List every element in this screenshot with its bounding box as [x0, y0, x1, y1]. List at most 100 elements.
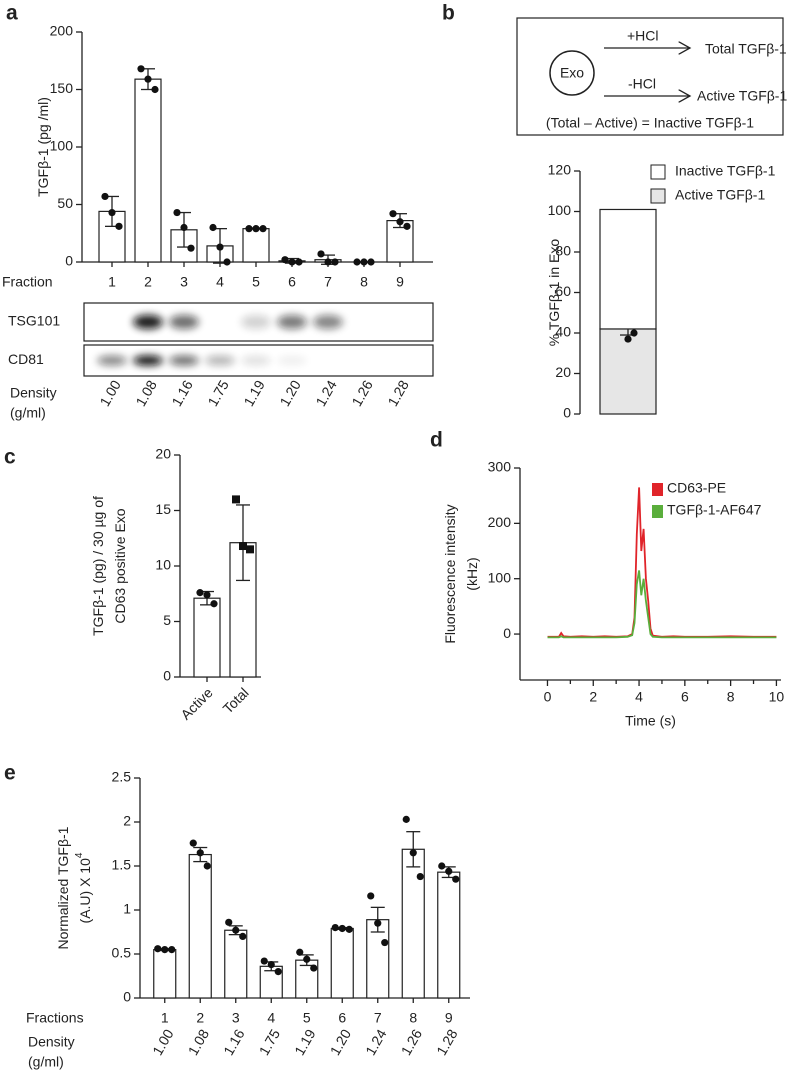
y-tick-label: 0.5	[112, 945, 132, 961]
scheme-label: -HCl	[628, 76, 656, 92]
data-point	[331, 258, 339, 266]
density-label: 1.26	[398, 1026, 426, 1058]
data-point	[225, 918, 233, 926]
x-tick-label: 6	[338, 1010, 346, 1026]
data-point	[416, 872, 424, 881]
x-tick-label: 2	[196, 1010, 204, 1026]
data-point	[303, 955, 311, 963]
x-tick-label: 4	[635, 689, 643, 705]
y-axis-label-line: CD63 positive Exo	[112, 508, 128, 623]
x-axis-label: Fraction	[2, 274, 53, 290]
density-label: 1.75	[256, 1026, 284, 1058]
y-tick-label: 0	[65, 253, 73, 269]
x-tick-label: 1	[161, 1010, 169, 1026]
data-point	[259, 225, 267, 233]
x-axis-label: Time (s)	[625, 713, 676, 729]
data-point	[445, 867, 453, 875]
data-point	[232, 926, 240, 934]
y-tick-label: 0	[123, 989, 131, 1005]
x-tick-label: 5	[303, 1010, 311, 1026]
data-point	[203, 862, 211, 870]
density-title: Density	[10, 385, 57, 401]
blot-band	[277, 315, 307, 329]
data-point	[389, 210, 397, 218]
scheme-label: Total TGFβ-1	[705, 41, 787, 57]
density-label: 1.26	[348, 377, 376, 409]
scheme-equation: (Total – Active) = Inactive TGFβ-1	[546, 115, 754, 131]
y-tick-label: 100	[488, 569, 512, 585]
y-axis-label: % TGFβ-1 in Exo	[546, 239, 562, 347]
x-tick-label: Active	[177, 684, 215, 722]
density-label: 1.24	[312, 377, 340, 409]
scheme-label: Active TGFβ-1	[697, 88, 787, 104]
data-point	[396, 218, 404, 226]
x-tick-label: 2	[589, 689, 597, 705]
blot-band	[241, 315, 271, 329]
x-tick-label: 2	[144, 274, 152, 290]
blot-label: TSG101	[8, 313, 60, 329]
bar	[224, 929, 248, 999]
y-axis-label-line: (A.U) X 10	[77, 858, 93, 924]
data-point	[239, 542, 247, 551]
y-tick-label: 40	[555, 324, 571, 340]
data-point	[210, 600, 218, 608]
bar	[193, 597, 221, 678]
legend-label: Inactive TGFβ-1	[675, 163, 776, 179]
density-label: 1.16	[168, 377, 196, 409]
data-point	[409, 849, 417, 857]
x-tick-label: 8	[727, 689, 735, 705]
data-point	[180, 223, 188, 232]
y-tick-label: 120	[548, 162, 572, 178]
data-point	[216, 243, 224, 251]
y-axis-label: (kHz)	[464, 557, 480, 590]
density-label: 1.24	[362, 1026, 390, 1058]
data-point	[154, 945, 162, 953]
x-tick-label: 7	[324, 274, 332, 290]
legend-label: CD63-PE	[667, 480, 726, 496]
data-point	[260, 957, 268, 965]
data-point	[381, 938, 389, 947]
x-tick-label: 0	[544, 689, 552, 705]
x-tick-label: 4	[267, 1010, 275, 1026]
x-tick-label: 9	[445, 1010, 453, 1026]
blot-band	[169, 315, 199, 329]
density-label: 1.08	[132, 377, 160, 409]
y-tick-label: 0	[163, 668, 171, 684]
density-label: 1.75	[204, 377, 232, 409]
data-point	[338, 924, 346, 933]
line-series	[547, 570, 777, 639]
data-point	[353, 258, 361, 266]
y-axis-label: TGFβ-1 (pg /ml)	[35, 97, 51, 197]
y-tick-label: 0	[563, 405, 571, 421]
data-point	[173, 208, 181, 217]
data-point	[108, 208, 116, 217]
y-axis-label: Fluorescence intensity	[442, 504, 458, 643]
x-tick-label: 10	[769, 689, 785, 705]
y-axis-label-exponent: 4	[74, 852, 85, 858]
data-point	[624, 335, 632, 343]
data-point	[360, 258, 368, 266]
y-tick-label: 60	[555, 283, 571, 299]
scheme: Exo +HCl -HCl Total TGFβ-1 Active TGFβ-1…	[516, 17, 787, 136]
y-axis-label-line: (kHz)	[464, 557, 480, 590]
bar-segment	[599, 328, 657, 415]
legend-swatch	[652, 505, 663, 518]
y-tick-label: 20	[555, 364, 571, 380]
legend-swatch	[650, 164, 666, 180]
data-point	[203, 591, 211, 599]
blot-band	[313, 315, 343, 329]
panel-letter: a	[6, 2, 18, 25]
data-point	[438, 862, 446, 870]
data-point	[187, 244, 195, 252]
y-axis-label: CD63 positive Exo	[112, 508, 128, 623]
x-tick-label: 5	[252, 274, 260, 290]
data-point	[296, 948, 304, 956]
panel-letter: d	[430, 429, 443, 452]
scheme-box	[516, 17, 784, 136]
y-axis-label: TGFβ-1 (pg) / 30 µg of	[90, 496, 106, 636]
data-point	[281, 256, 289, 264]
data-point	[101, 192, 109, 201]
x-axis-label: Fractions	[26, 1010, 84, 1026]
data-point	[161, 946, 169, 954]
density-label: 1.20	[276, 377, 304, 409]
